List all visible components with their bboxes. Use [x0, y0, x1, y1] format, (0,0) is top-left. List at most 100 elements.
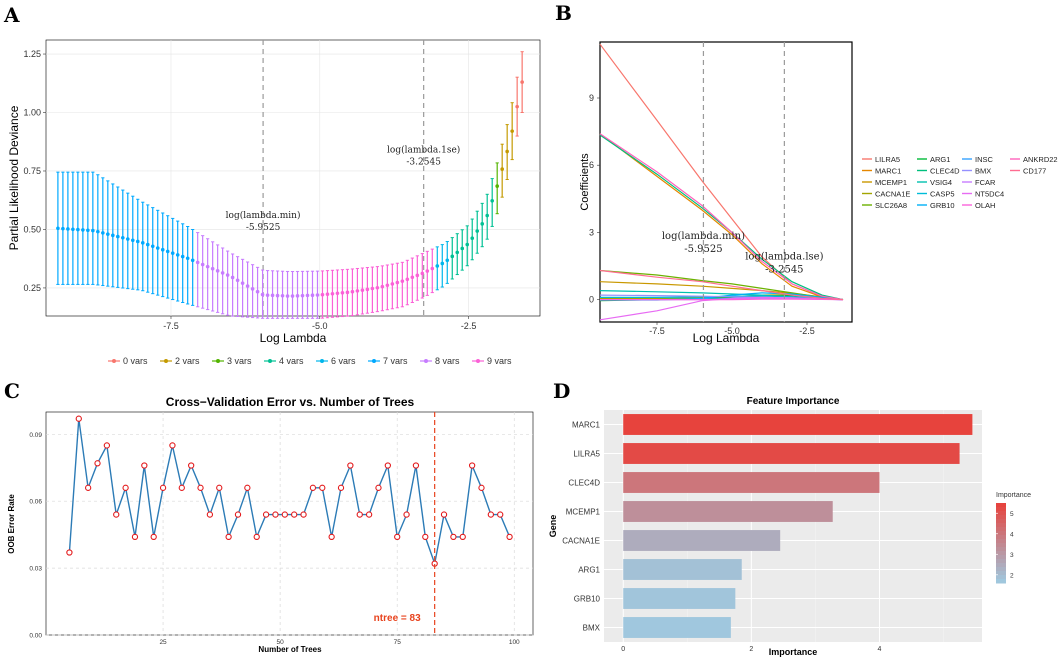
panel-a-mean-point: [430, 266, 435, 271]
panel-c-error-point: [131, 533, 139, 541]
panel-d-legend-gradient-step: [996, 567, 1006, 572]
panel-a-mean-point: [510, 129, 514, 133]
panel-d-legend-tick-label: 3: [1010, 552, 1014, 559]
panel-d-bar: [623, 617, 731, 638]
panel-d-legend-title: Importance: [996, 492, 1031, 499]
panel-d-category-label: ARG1: [578, 566, 600, 575]
panel-a-mean-point: [275, 293, 280, 298]
panel-a-legend-dot: [216, 359, 220, 363]
panel-a-mean-point: [200, 262, 205, 267]
panel-b-series-line: [599, 133, 844, 301]
panel-c-xtick-label: 50: [277, 639, 285, 646]
panel-a-mean-point: [160, 247, 165, 252]
panel-a-legend-dot: [268, 359, 272, 363]
panel-a-mean-point: [106, 232, 110, 236]
panel-c-xlabel: Number of Trees: [258, 645, 322, 654]
panel-c-xtick-label: 100: [509, 639, 520, 646]
panel-a-mean-point: [195, 260, 200, 265]
panel-c-grid: [46, 412, 533, 636]
panel-c-error-point: [234, 511, 242, 518]
panel-a-mean-point: [280, 293, 285, 298]
panel-b-lambda-value: -3.2545: [765, 264, 803, 275]
panel-a-legend-label: 4 vars: [279, 356, 304, 366]
panel-b-legend-label: OLAH: [975, 201, 995, 210]
panel-c-ytick-label: 0.06: [29, 499, 42, 506]
panel-a-legend-dot: [164, 359, 168, 363]
panel-a-mean-point: [520, 80, 524, 84]
panel-a-mean-point: [480, 222, 485, 226]
panel-c-error-point: [403, 511, 410, 518]
panel-c-error-point: [300, 511, 307, 518]
panel-c-error-point: [262, 511, 270, 518]
panel-a-mean-point: [485, 213, 490, 218]
panel-b-ytick-label: 6: [589, 160, 594, 170]
panel-c-error-point: [365, 511, 373, 518]
panel-a-legend-label: 9 vars: [487, 356, 512, 366]
panel-a-mean-point: [345, 290, 350, 295]
panel-a-mean-point: [390, 282, 395, 286]
panel-d-axes: 0 2 4 MARC1 LILRA5 CLEC4D MCEMP1 CACNA1E ARG1 GRB…: [562, 421, 881, 654]
panel-a-mean-point: [475, 229, 480, 233]
panel-c-ytick-label: 0.03: [29, 566, 42, 573]
panel-c-error-point: [291, 511, 298, 518]
panel-c-ylabel: OOB Error Rate: [7, 494, 16, 554]
panel-d-bar: [623, 530, 781, 551]
panel-d-legend-gradient-step: [996, 563, 1006, 568]
panel-a-mean-point: [260, 292, 265, 297]
panel-a-mean-point: [150, 244, 155, 249]
panel-label-a: A: [3, 3, 20, 27]
panel-a-mean-point: [135, 239, 140, 244]
panel-c-error-point: [206, 511, 214, 518]
panel-a-mean-point: [130, 238, 135, 243]
panel-d-bar: [623, 501, 833, 522]
panel-a-legend-label: 6 vars: [331, 356, 356, 366]
panel-a-mean-point: [500, 167, 504, 171]
panel-a-mean-point: [375, 285, 380, 290]
panel-b-series-line: [599, 296, 844, 321]
panel-a-mean-point: [335, 291, 340, 296]
panel-c-error-point: [225, 533, 232, 541]
panel-d-legend-gradient-step: [996, 511, 1006, 516]
panel-a-mean-point: [400, 279, 405, 283]
panel-a-mean-point: [435, 264, 440, 268]
panel-a-mean-point: [140, 241, 145, 245]
panel-a-mean-point: [180, 254, 185, 259]
panel-c-error-point: [272, 511, 279, 518]
panel-a-ytick-label: 0.75: [23, 166, 41, 176]
panel-a-ytick-label: 1.00: [23, 108, 41, 118]
panel-b-legend-label: CD177: [1023, 167, 1046, 176]
panel-b-ylabel: Coefficients: [579, 153, 591, 211]
panel-b-xlabel: Log Lambda: [693, 331, 760, 345]
panel-c-error-point: [356, 511, 363, 518]
panel-d-marks: [623, 414, 973, 638]
panel-c-error-point: [337, 484, 345, 491]
panel-a-legend-dot: [424, 359, 428, 363]
panel-d-legend-gradient-step: [996, 555, 1006, 560]
panel-a-mean-point: [310, 293, 315, 298]
panel-b-legend-label: CACNA1E: [875, 190, 910, 199]
panel-a-mean-point: [365, 287, 370, 292]
panel-d-legend-gradient-step: [996, 531, 1006, 536]
panel-d-legend-tick-label: 2: [1010, 572, 1014, 579]
panel-b-legend-label: CLEC4D: [930, 167, 960, 176]
panel-a-mean-point: [225, 273, 230, 277]
panel-b-legend-label: CASP5: [930, 190, 955, 199]
panel-d-legend-gradient-step: [996, 575, 1006, 580]
panel-a-mean-point: [56, 226, 60, 231]
panel-a-mean-point: [350, 289, 355, 294]
panel-d-bar: [623, 443, 960, 464]
panel-d-category-label: CLEC4D: [568, 479, 600, 488]
panel-a-mean-point: [175, 253, 180, 257]
panel-c-error-point: [478, 484, 485, 491]
panel-c-error-point: [497, 511, 504, 518]
panel-d-category-label: LILRA5: [573, 450, 600, 459]
panel-b-plot-background: [599, 41, 853, 323]
panel-d-xlabel: Importance: [769, 647, 818, 657]
panel-b-legend-label: ARG1: [930, 155, 950, 164]
panel-d-legend-gradient-step: [996, 507, 1006, 512]
panel-d-xtick-label: 0: [621, 646, 625, 653]
panel-a-mean-point: [170, 251, 175, 255]
panel-c-error-point: [281, 511, 288, 518]
panel-a-legend-label: 2 vars: [175, 356, 200, 366]
panel-a-mean-point: [360, 288, 365, 292]
